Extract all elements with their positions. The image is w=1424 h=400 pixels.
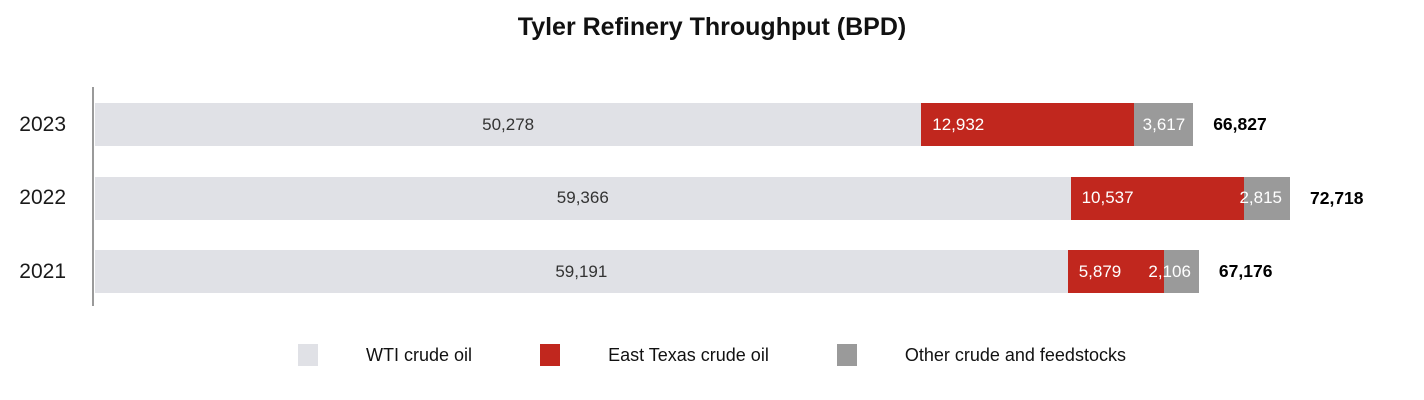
bar-row-2021: 2021 59,191 5,879 2,106 67,176: [0, 250, 1424, 293]
legend-label: WTI crude oil: [366, 344, 473, 365]
legend-label: East Texas crude oil: [608, 344, 769, 365]
stacked-bar: 59,191 5,879 2,106: [95, 250, 1199, 293]
y-axis-label: 2023: [19, 112, 66, 136]
bar-segment-wti-crude-oil: 59,366: [95, 176, 1071, 220]
segment-value-label: 59,366: [556, 188, 609, 207]
total-label: 72,718: [1310, 187, 1364, 208]
bar-segment-east-texas-crude-oil: 5,879: [1067, 250, 1165, 293]
segment-value-label: 5,879: [1078, 261, 1122, 281]
y-axis-line: [92, 87, 94, 306]
legend-swatch: [540, 344, 561, 366]
total-label: 67,176: [1218, 261, 1273, 281]
segment-value-label: 2,106: [1148, 261, 1191, 281]
bar-segment-wti-crude-oil: 50,278: [95, 103, 922, 146]
legend-item-east-texas-crude-oil: East Texas crude oil: [540, 344, 769, 366]
y-axis-label: 2021: [19, 259, 66, 283]
bar-segment-wti-crude-oil: 59,191: [95, 250, 1068, 293]
bar-row-2023: 2023 50,278 12,932 3,617 66,827: [0, 103, 1424, 146]
segment-value-label: 59,191: [555, 261, 608, 281]
stacked-bar: 50,278 12,932 3,617: [95, 103, 1194, 146]
bar-row-2022: 2022 59,366 10,537 2,815 72,718: [0, 176, 1424, 220]
stacked-bar: 59,366 10,537 2,815: [95, 176, 1290, 220]
legend: WTI crude oil East Texas crude oil Other c…: [0, 343, 1424, 367]
segment-value-label: 50,278: [482, 114, 535, 134]
bar-segment-other-crude-and-feedstocks: 2,106: [1148, 250, 1199, 293]
y-axis-label: 2022: [19, 186, 66, 209]
bar-segment-other-crude-and-feedstocks: 3,617: [1133, 103, 1194, 146]
segment-value-label: 3,617: [1142, 114, 1186, 134]
segment-value-label: 12,932: [932, 114, 985, 134]
legend-swatch: [836, 344, 857, 366]
bar-segment-east-texas-crude-oil: 12,932: [921, 103, 1134, 146]
chart-title: Tyler Refinery Throughput (BPD): [517, 13, 907, 41]
bar-segment-other-crude-and-feedstocks: 2,815: [1239, 176, 1290, 220]
legend-item-wti-crude-oil: WTI crude oil: [298, 344, 472, 366]
segment-value-label: 2,815: [1239, 188, 1282, 207]
segment-value-label: 10,537: [1081, 188, 1134, 207]
legend-item-other-crude-and-feedstocks: Other crude and feedstocks: [836, 344, 1126, 366]
total-label: 66,827: [1213, 114, 1267, 134]
bar-segment-east-texas-crude-oil: 10,537: [1070, 176, 1244, 220]
legend-swatch: [298, 344, 319, 366]
legend-label: Other crude and feedstocks: [904, 344, 1126, 365]
